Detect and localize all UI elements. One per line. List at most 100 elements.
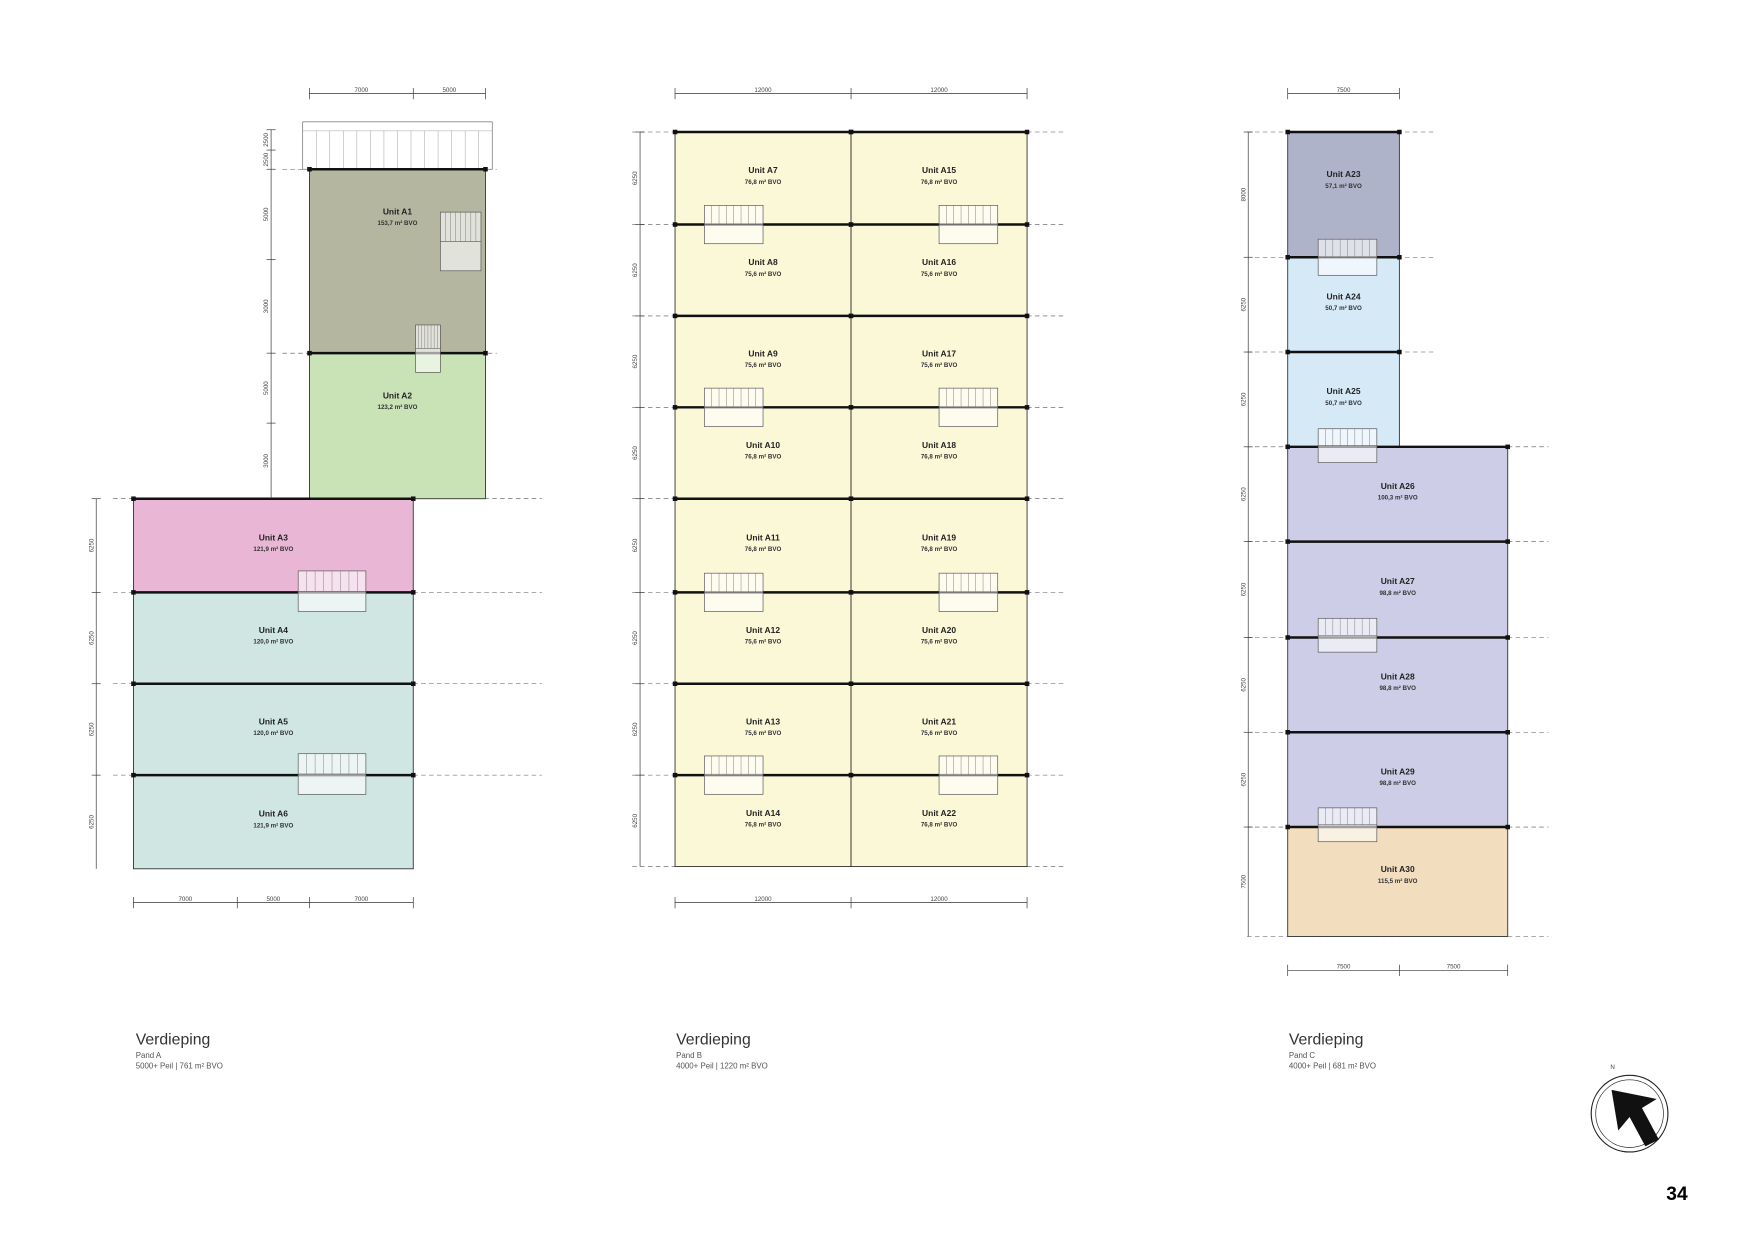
column [1285, 349, 1290, 355]
unit-area: 50,7 m² BVO [1325, 305, 1362, 312]
unit-name: Unit A18 [922, 440, 956, 450]
unit-area: 115,5 m² BVO [1378, 878, 1418, 885]
column [1285, 824, 1290, 830]
unit-area: 75,6 m² BVO [921, 639, 958, 646]
column [672, 681, 678, 687]
unit-name: Unit A30 [1381, 864, 1415, 874]
unit-name: Unit A7 [748, 165, 778, 175]
caption-subtitle: Pand B [676, 1051, 702, 1060]
column [672, 496, 678, 501]
column [1505, 824, 1510, 830]
dim-label: 7000 [354, 87, 368, 94]
unit-name: Unit A26 [1381, 481, 1415, 491]
column [848, 129, 854, 135]
column [1285, 254, 1290, 260]
caption-title: Verdieping [136, 1031, 211, 1048]
column [848, 222, 854, 227]
dim-label: 5000 [263, 381, 270, 395]
dim-label: 6250 [632, 631, 639, 645]
dim-label: 6250 [88, 538, 95, 552]
unit-area: 120,0 m² BVO [253, 730, 293, 737]
dim-label: 5000 [442, 87, 456, 94]
unit [309, 352, 486, 500]
north-label: N [1610, 1064, 1614, 1071]
dim-label: 6250 [632, 538, 639, 552]
column [1285, 444, 1290, 450]
unit-area: 75,6 m² BVO [921, 362, 958, 369]
dim-label: 6250 [632, 354, 639, 368]
unit-name: Unit A20 [922, 625, 956, 635]
unit [132, 774, 414, 870]
dim-label: 12000 [930, 896, 948, 903]
unit-area: 76,8 m² BVO [921, 821, 958, 828]
unit-area: 76,8 m² BVO [921, 454, 958, 461]
unit-area: 75,6 m² BVO [745, 639, 782, 646]
unit-name: Unit A10 [746, 440, 780, 450]
dim-label: 6250 [1240, 297, 1247, 311]
column [1397, 254, 1402, 260]
unit-area: 75,6 m² BVO [921, 271, 958, 278]
dim-label: 6250 [632, 171, 639, 185]
column [131, 772, 136, 778]
unit-name: Unit A9 [748, 349, 778, 359]
unit-area: 98,8 m² BVO [1379, 685, 1416, 692]
column [672, 222, 678, 227]
column [131, 590, 136, 595]
unit-name: Unit A2 [383, 390, 413, 400]
dim-label: 7000 [354, 896, 368, 903]
unit-name: Unit A13 [746, 716, 780, 726]
unit-name: Unit A12 [746, 625, 780, 635]
caption-stats: 4000+ Peil | 1220 m² BVO [676, 1061, 768, 1070]
column [307, 350, 312, 356]
unit-name: Unit A17 [922, 349, 956, 359]
unit-area: 76,8 m² BVO [921, 546, 958, 553]
column [1024, 772, 1030, 778]
unit-name: Unit A6 [259, 809, 289, 819]
unit-name: Unit A24 [1327, 291, 1361, 301]
dim-label: 6250 [632, 446, 639, 460]
dim-label: 6250 [1240, 392, 1247, 406]
column [411, 590, 416, 595]
dim-label: 5000 [266, 896, 280, 903]
column [672, 129, 678, 135]
unit-area: 98,8 m² BVO [1379, 590, 1416, 597]
unit-name: Unit A29 [1381, 766, 1415, 776]
column [848, 496, 854, 501]
column [411, 681, 416, 687]
caption-title: Verdieping [1289, 1031, 1364, 1048]
unit-name: Unit A14 [746, 808, 780, 818]
dim-label: 6250 [1240, 772, 1247, 786]
unit-name: Unit A27 [1381, 576, 1415, 586]
column [848, 681, 854, 687]
column [1505, 539, 1510, 544]
unit-area: 75,6 m² BVO [921, 730, 958, 737]
column [483, 166, 488, 172]
column [411, 496, 416, 501]
column [1285, 539, 1290, 544]
dim-label: 3000 [263, 453, 270, 467]
dim-label: 7500 [1337, 964, 1351, 971]
caption-title: Verdieping [676, 1031, 751, 1048]
column [307, 166, 312, 172]
plans-layer: Unit A1 153,7 m² BVO Unit A2 123,2 m² BVO Un… [88, 87, 1549, 1070]
unit-area: 98,8 m² BVO [1379, 780, 1416, 787]
unit-area: 76,8 m² BVO [921, 179, 958, 186]
unit-area: 153,7 m² BVO [378, 220, 418, 227]
unit-area: 75,6 m² BVO [745, 362, 782, 369]
dim-label: 5000 [263, 207, 270, 221]
column [1397, 349, 1402, 355]
unit-name: Unit A8 [748, 257, 778, 267]
unit-area: 120,0 m² BVO [253, 639, 293, 646]
unit-name: Unit A3 [259, 532, 289, 542]
dim-label: 6250 [1240, 677, 1247, 691]
unit [1287, 826, 1509, 937]
column [131, 681, 136, 687]
dim-label: 12000 [754, 87, 772, 94]
unit [1287, 446, 1509, 543]
column [1285, 129, 1290, 135]
north-arrow [1590, 1074, 1669, 1153]
unit-name: Unit A23 [1327, 169, 1361, 179]
column [1024, 313, 1030, 319]
unit-area: 75,6 m² BVO [745, 271, 782, 278]
dim-label: 6250 [632, 263, 639, 277]
